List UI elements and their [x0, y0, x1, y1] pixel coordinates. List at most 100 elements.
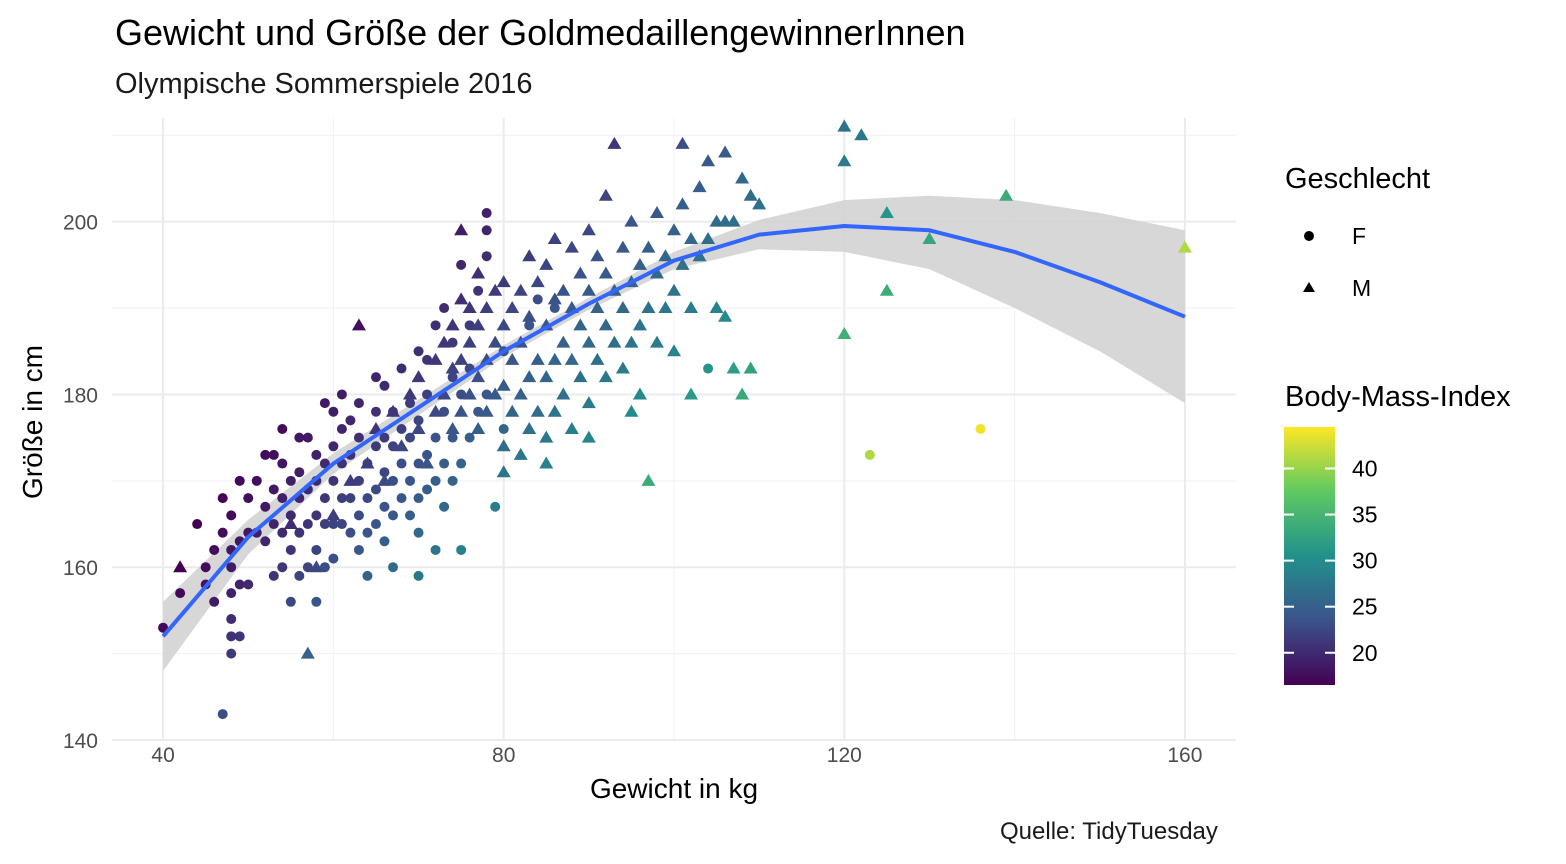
data-point-f	[302, 519, 313, 530]
data-point-m	[471, 422, 486, 434]
data-point-f	[439, 458, 450, 469]
data-point-m	[454, 352, 469, 365]
data-point-m	[624, 335, 639, 348]
data-point-f	[532, 294, 543, 305]
data-point-f	[388, 510, 398, 521]
data-point-m	[326, 508, 341, 521]
data-point-m	[573, 370, 588, 383]
data-point-f	[209, 596, 220, 607]
data-point-f	[370, 406, 381, 417]
data-point-m	[522, 370, 537, 383]
data-point-f	[158, 622, 169, 633]
data-point-f	[234, 475, 245, 486]
data-point-m	[522, 422, 537, 434]
data-point-m	[547, 231, 562, 244]
data-point-f	[285, 475, 296, 486]
data-point-f	[703, 363, 714, 374]
data-point-m	[513, 447, 528, 460]
data-point-f	[277, 527, 288, 538]
data-point-m	[718, 309, 733, 322]
data-point-m	[667, 283, 681, 296]
data-point-m	[428, 352, 443, 365]
x-tick-label: 80	[492, 744, 515, 767]
data-point-m	[632, 387, 647, 400]
data-point-m	[530, 352, 545, 365]
data-point-m	[283, 517, 298, 530]
data-point-m	[437, 335, 452, 348]
legend-label-m: M	[1352, 275, 1371, 301]
y-axis-title: Größe in cm	[17, 345, 48, 499]
data-point-f	[362, 493, 373, 504]
data-point-m	[547, 292, 562, 305]
data-point-m	[837, 119, 852, 132]
x-axis-title: Gewicht in kg	[590, 773, 758, 804]
data-point-f	[226, 614, 237, 625]
data-point-m	[488, 335, 503, 348]
data-point-f	[405, 432, 416, 443]
data-point-f	[260, 536, 271, 547]
data-point-f	[379, 501, 390, 512]
data-point-f	[379, 432, 390, 443]
data-point-f	[456, 458, 467, 469]
data-point-m	[403, 387, 418, 400]
data-point-f	[549, 303, 560, 314]
data-point-f	[422, 449, 433, 460]
data-point-m	[649, 335, 664, 348]
data-point-m	[598, 370, 613, 383]
data-point-f	[226, 631, 237, 642]
data-point-f	[319, 562, 330, 573]
data-point-m	[658, 249, 673, 262]
data-point-f	[277, 424, 288, 434]
colorbar-ticks: 20 25 30 35 40	[1284, 455, 1378, 666]
data-point-f	[864, 449, 875, 460]
data-point-f	[277, 493, 288, 504]
data-point-m	[590, 352, 605, 365]
data-point-f	[481, 389, 492, 400]
data-point-f	[353, 398, 364, 409]
data-point-f	[285, 510, 296, 521]
data-point-m	[539, 456, 554, 469]
data-point-m	[488, 283, 503, 296]
data-point-f	[234, 579, 245, 590]
data-point-f	[328, 519, 339, 530]
data-point-f	[439, 303, 450, 314]
data-point-m	[300, 646, 315, 659]
legend-circle-icon	[1304, 231, 1314, 241]
data-point-m	[649, 206, 664, 219]
data-point-f	[226, 648, 237, 659]
data-point-m	[496, 275, 511, 288]
data-point-m	[632, 318, 647, 331]
data-point-f	[473, 285, 484, 296]
data-point-f	[336, 519, 347, 530]
data-point-m	[641, 473, 656, 486]
data-point-m	[573, 318, 588, 331]
data-point-f	[294, 570, 305, 581]
data-point-m	[360, 456, 375, 469]
data-point-m	[445, 361, 460, 374]
data-point-m	[454, 404, 469, 417]
data-point-m	[837, 326, 852, 339]
data-point-f	[370, 484, 381, 495]
data-point-f	[456, 259, 467, 270]
data-point-f	[430, 432, 441, 443]
data-point-f	[413, 458, 424, 469]
data-point-m	[1177, 240, 1192, 253]
data-point-m	[615, 240, 630, 253]
data-point-m	[581, 223, 596, 236]
data-point-m	[743, 188, 758, 201]
data-point-f	[422, 389, 433, 400]
y-tick-label: 160	[63, 557, 98, 580]
data-points	[158, 119, 1192, 720]
data-point-m	[479, 301, 494, 314]
data-point-m	[547, 352, 562, 365]
data-point-f	[396, 493, 407, 504]
data-point-f	[251, 475, 262, 486]
legend-triangle-icon	[1303, 282, 1315, 292]
data-point-f	[311, 510, 322, 521]
data-point-m	[581, 335, 596, 348]
data-point-f	[277, 562, 288, 573]
data-point-f	[319, 493, 330, 504]
data-point-f	[319, 458, 330, 469]
data-point-m	[743, 361, 758, 374]
